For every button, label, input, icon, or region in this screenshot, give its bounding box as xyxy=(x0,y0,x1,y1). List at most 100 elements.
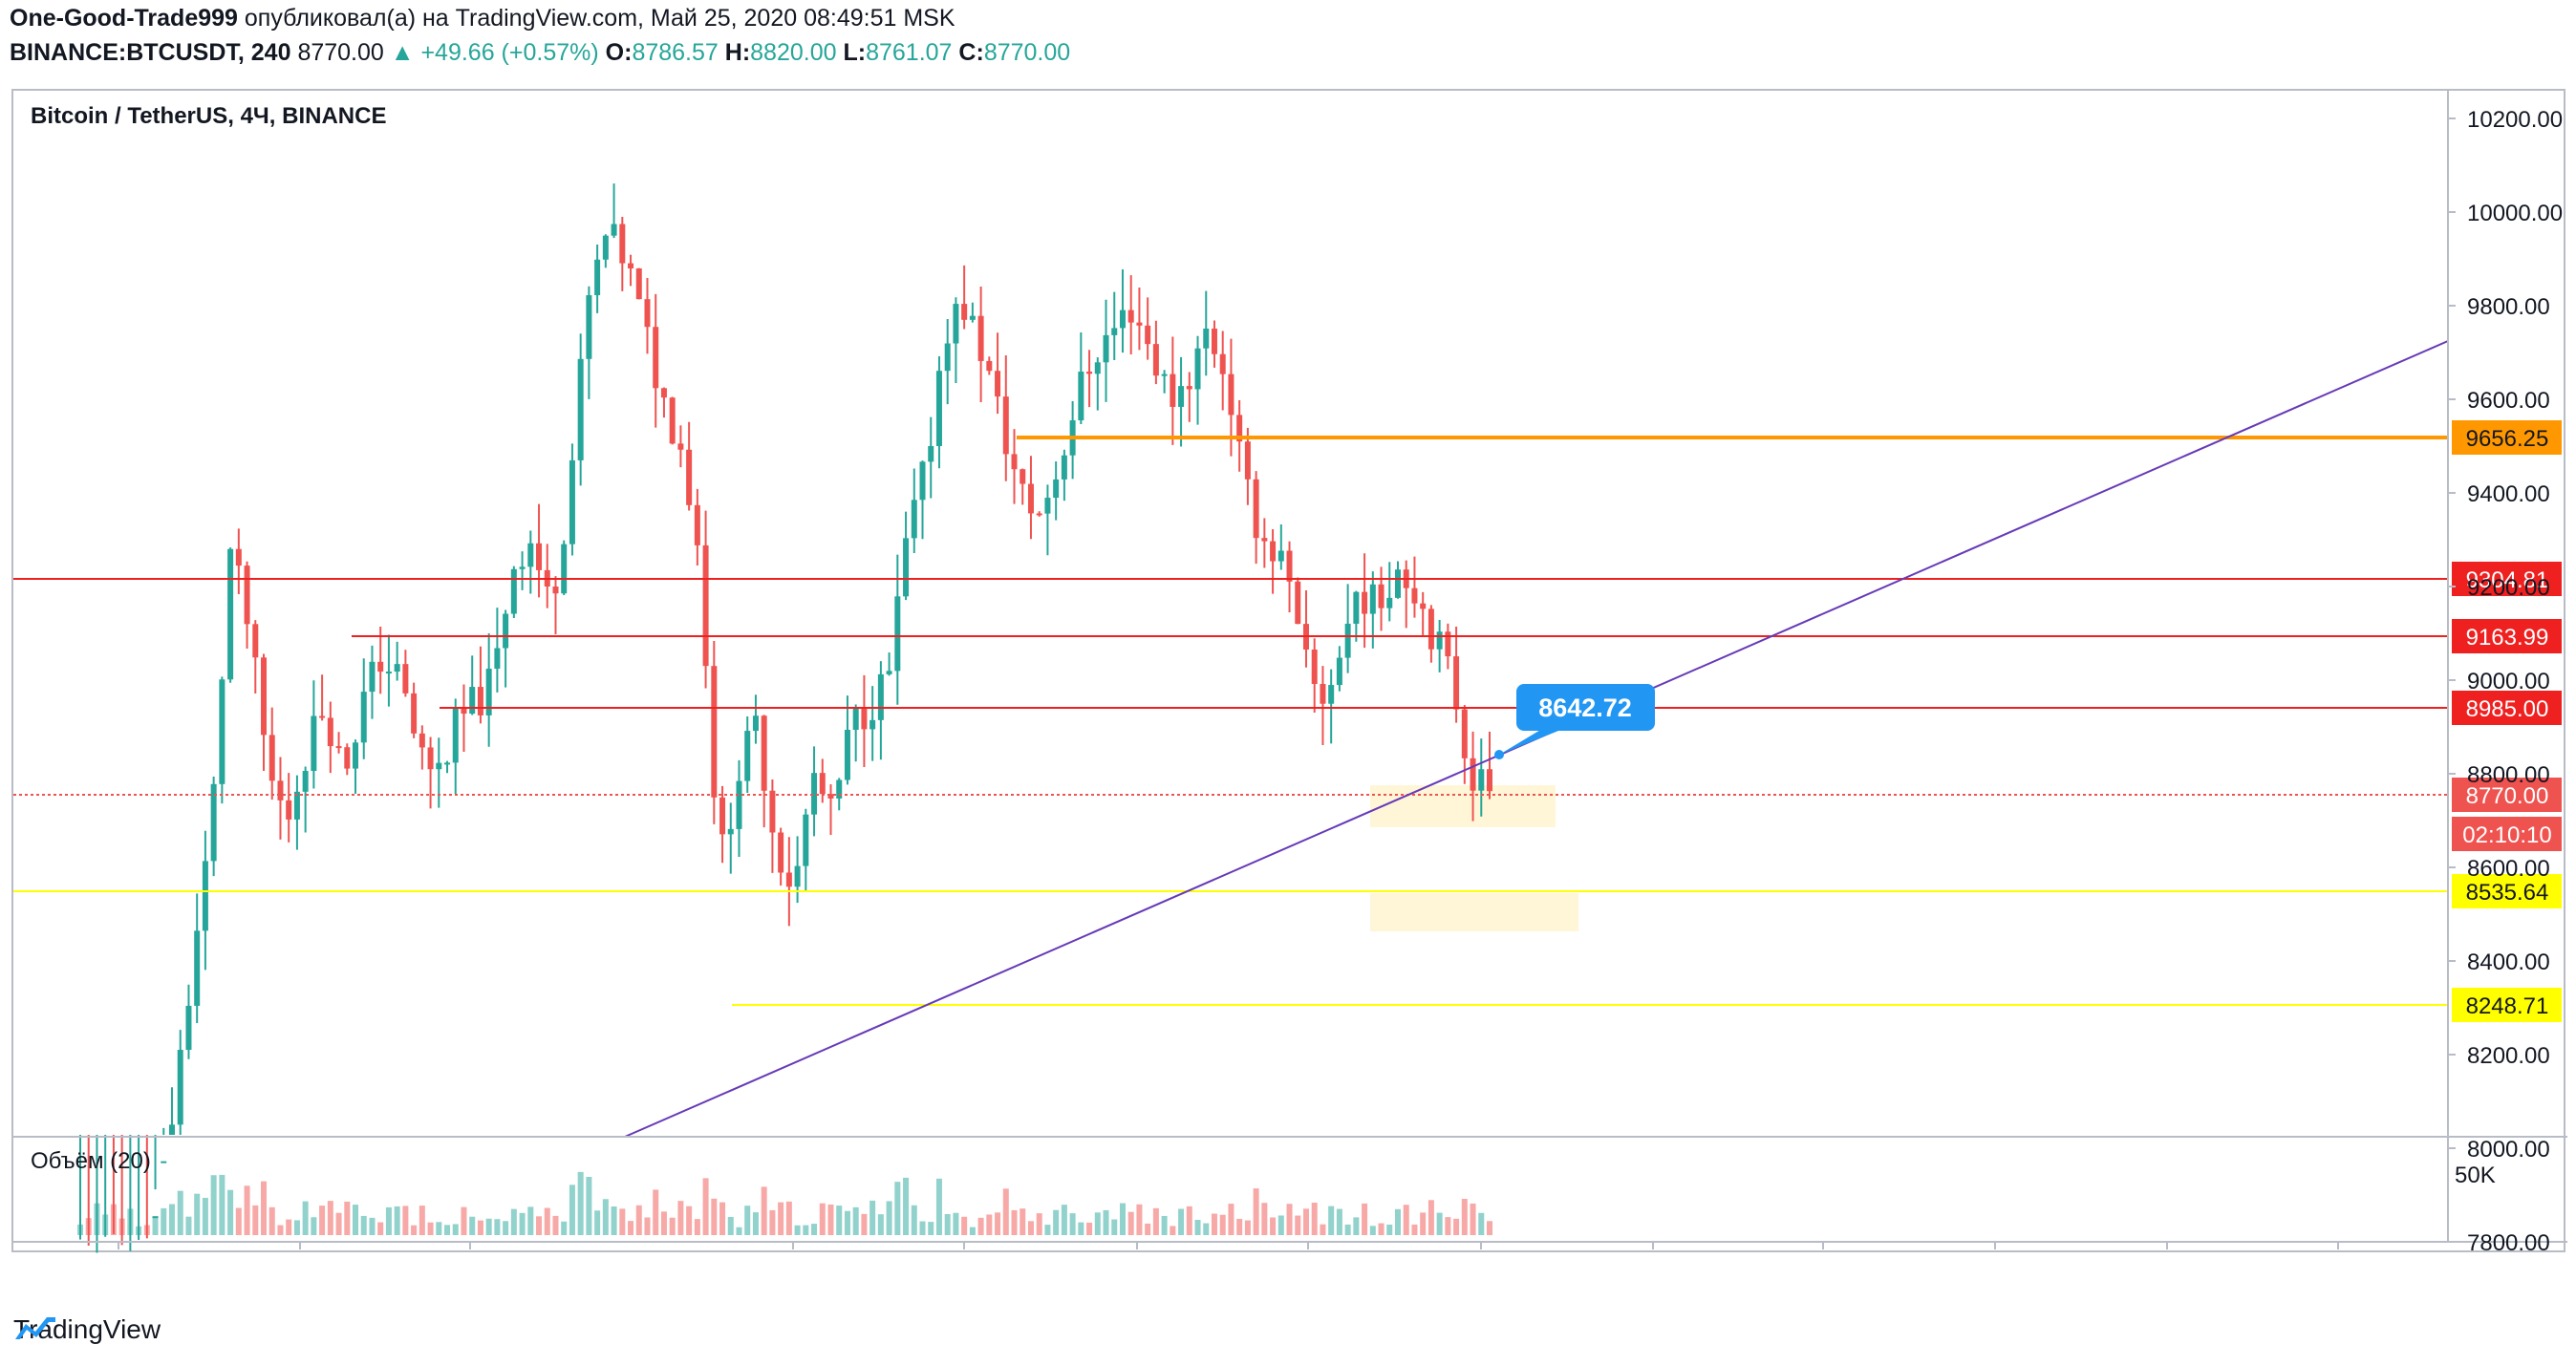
candle-body xyxy=(894,596,901,672)
volume-bar xyxy=(1453,1218,1460,1235)
candle-body xyxy=(961,304,968,320)
volume-bar xyxy=(1369,1226,1376,1235)
callout-anchor xyxy=(1494,750,1504,759)
candle-body xyxy=(1103,334,1109,363)
volume-bar xyxy=(953,1212,959,1235)
volume-legend: Объём (20) xyxy=(31,1148,151,1174)
price-tick-label: 9200.00 xyxy=(2467,575,2550,601)
volume-bar xyxy=(277,1225,284,1235)
volume-bar xyxy=(394,1206,400,1235)
volume-bar xyxy=(185,1216,192,1235)
volume-bar xyxy=(402,1206,409,1235)
candle-body xyxy=(711,666,718,798)
price-callout[interactable]: 8642.72 xyxy=(1494,684,1655,759)
candle-body xyxy=(1219,353,1226,374)
candle-body xyxy=(811,773,818,815)
candle-body xyxy=(1211,328,1217,354)
volume-bar xyxy=(1002,1188,1009,1235)
candle-body xyxy=(869,719,876,730)
high-value: 8820.00 xyxy=(750,39,837,66)
callout-price: 8642.72 xyxy=(1538,694,1632,722)
publish-info: One-Good-Trade999 опубликовал(а) на Trad… xyxy=(10,4,955,32)
candle-body xyxy=(519,566,526,569)
publisher-name[interactable]: One-Good-Trade999 xyxy=(10,5,238,32)
candle-body xyxy=(436,762,442,770)
volume-bar xyxy=(769,1209,776,1235)
volume-bar xyxy=(1420,1212,1427,1235)
volume-bar xyxy=(869,1200,876,1235)
candle-body xyxy=(461,708,467,715)
candle-body xyxy=(1094,362,1101,374)
volume-bar xyxy=(1178,1208,1185,1235)
volume-bar xyxy=(660,1211,667,1235)
volume-bar xyxy=(311,1217,317,1235)
volume-bar xyxy=(969,1227,976,1235)
candle-body xyxy=(202,861,208,931)
volume-bar xyxy=(836,1206,843,1235)
last-price: 8770.00 xyxy=(297,39,384,66)
price-tick-label: 8000.00 xyxy=(2467,1137,2550,1163)
candle-body xyxy=(1036,513,1042,516)
chart-frame[interactable]: 9656.25 9304.81 9163.99 8985.00 8770.00 02:10… xyxy=(11,89,2567,1254)
candle-body xyxy=(1078,372,1084,421)
candle-body xyxy=(1328,685,1335,704)
candle-body xyxy=(1244,441,1251,480)
callout-box xyxy=(1516,684,1655,731)
candle-body xyxy=(311,715,317,772)
volume-bar xyxy=(827,1204,834,1235)
volume-bar xyxy=(110,1204,117,1235)
price-tick-label: 9800.00 xyxy=(2467,294,2550,320)
candle-body xyxy=(494,648,501,670)
volume-axis-label: 50K xyxy=(2455,1163,2496,1188)
volume-bar xyxy=(644,1217,651,1235)
volume-bar xyxy=(77,1224,83,1235)
volume-bar xyxy=(503,1221,509,1235)
volume-bar xyxy=(1353,1217,1360,1235)
candle-body xyxy=(552,587,559,594)
volume-bar xyxy=(319,1206,326,1235)
candle-body xyxy=(877,673,884,720)
price-level-label: 8535.64 xyxy=(2466,880,2549,906)
high-label: H: xyxy=(724,39,751,66)
price-tick-label: 9400.00 xyxy=(2467,481,2550,507)
volume-bar xyxy=(544,1207,550,1235)
candle-body xyxy=(1111,328,1118,335)
candle-body xyxy=(411,693,418,734)
candle-body xyxy=(1295,581,1301,625)
volume-bar xyxy=(586,1176,592,1235)
candle-body xyxy=(852,707,859,731)
candle-body xyxy=(1011,454,1018,470)
volume-bar xyxy=(127,1208,134,1235)
tradingview-logo[interactable]: TradingView xyxy=(13,1314,161,1344)
volume-bar xyxy=(1394,1208,1401,1235)
volume-bar xyxy=(1194,1220,1201,1235)
candle-body xyxy=(611,224,617,236)
volume-bar xyxy=(302,1201,309,1235)
candle-body xyxy=(861,707,868,730)
candle-body xyxy=(752,715,759,732)
volume-bar xyxy=(653,1189,659,1235)
candle-body xyxy=(836,779,843,799)
candle-body xyxy=(327,717,333,747)
published-text: опубликовал(а) на TradingView.com, Май 2… xyxy=(244,5,955,32)
candle-body xyxy=(727,828,734,835)
candle-body xyxy=(1228,374,1234,416)
price-chart[interactable]: 9656.25 9304.81 9163.99 8985.00 8770.00 02:10… xyxy=(13,91,2567,1254)
price-tick-label: 8800.00 xyxy=(2467,762,2550,788)
candle-body xyxy=(477,687,483,715)
low-label: L: xyxy=(843,39,867,66)
tradingview-logo-icon xyxy=(15,1317,55,1339)
volume-bar xyxy=(1336,1208,1342,1235)
price-level-label: 9163.99 xyxy=(2466,625,2549,651)
volume-bar xyxy=(143,1225,150,1235)
candle-body xyxy=(161,1161,167,1163)
volume-bar xyxy=(1378,1223,1385,1235)
volume-bar xyxy=(244,1185,250,1235)
candle-body xyxy=(653,327,659,389)
volume-bar xyxy=(494,1219,501,1235)
candle-body xyxy=(1203,328,1210,349)
volume-bar xyxy=(377,1222,384,1235)
candle-body xyxy=(293,791,300,820)
candle-body xyxy=(635,267,642,300)
volume-bar xyxy=(569,1185,575,1235)
